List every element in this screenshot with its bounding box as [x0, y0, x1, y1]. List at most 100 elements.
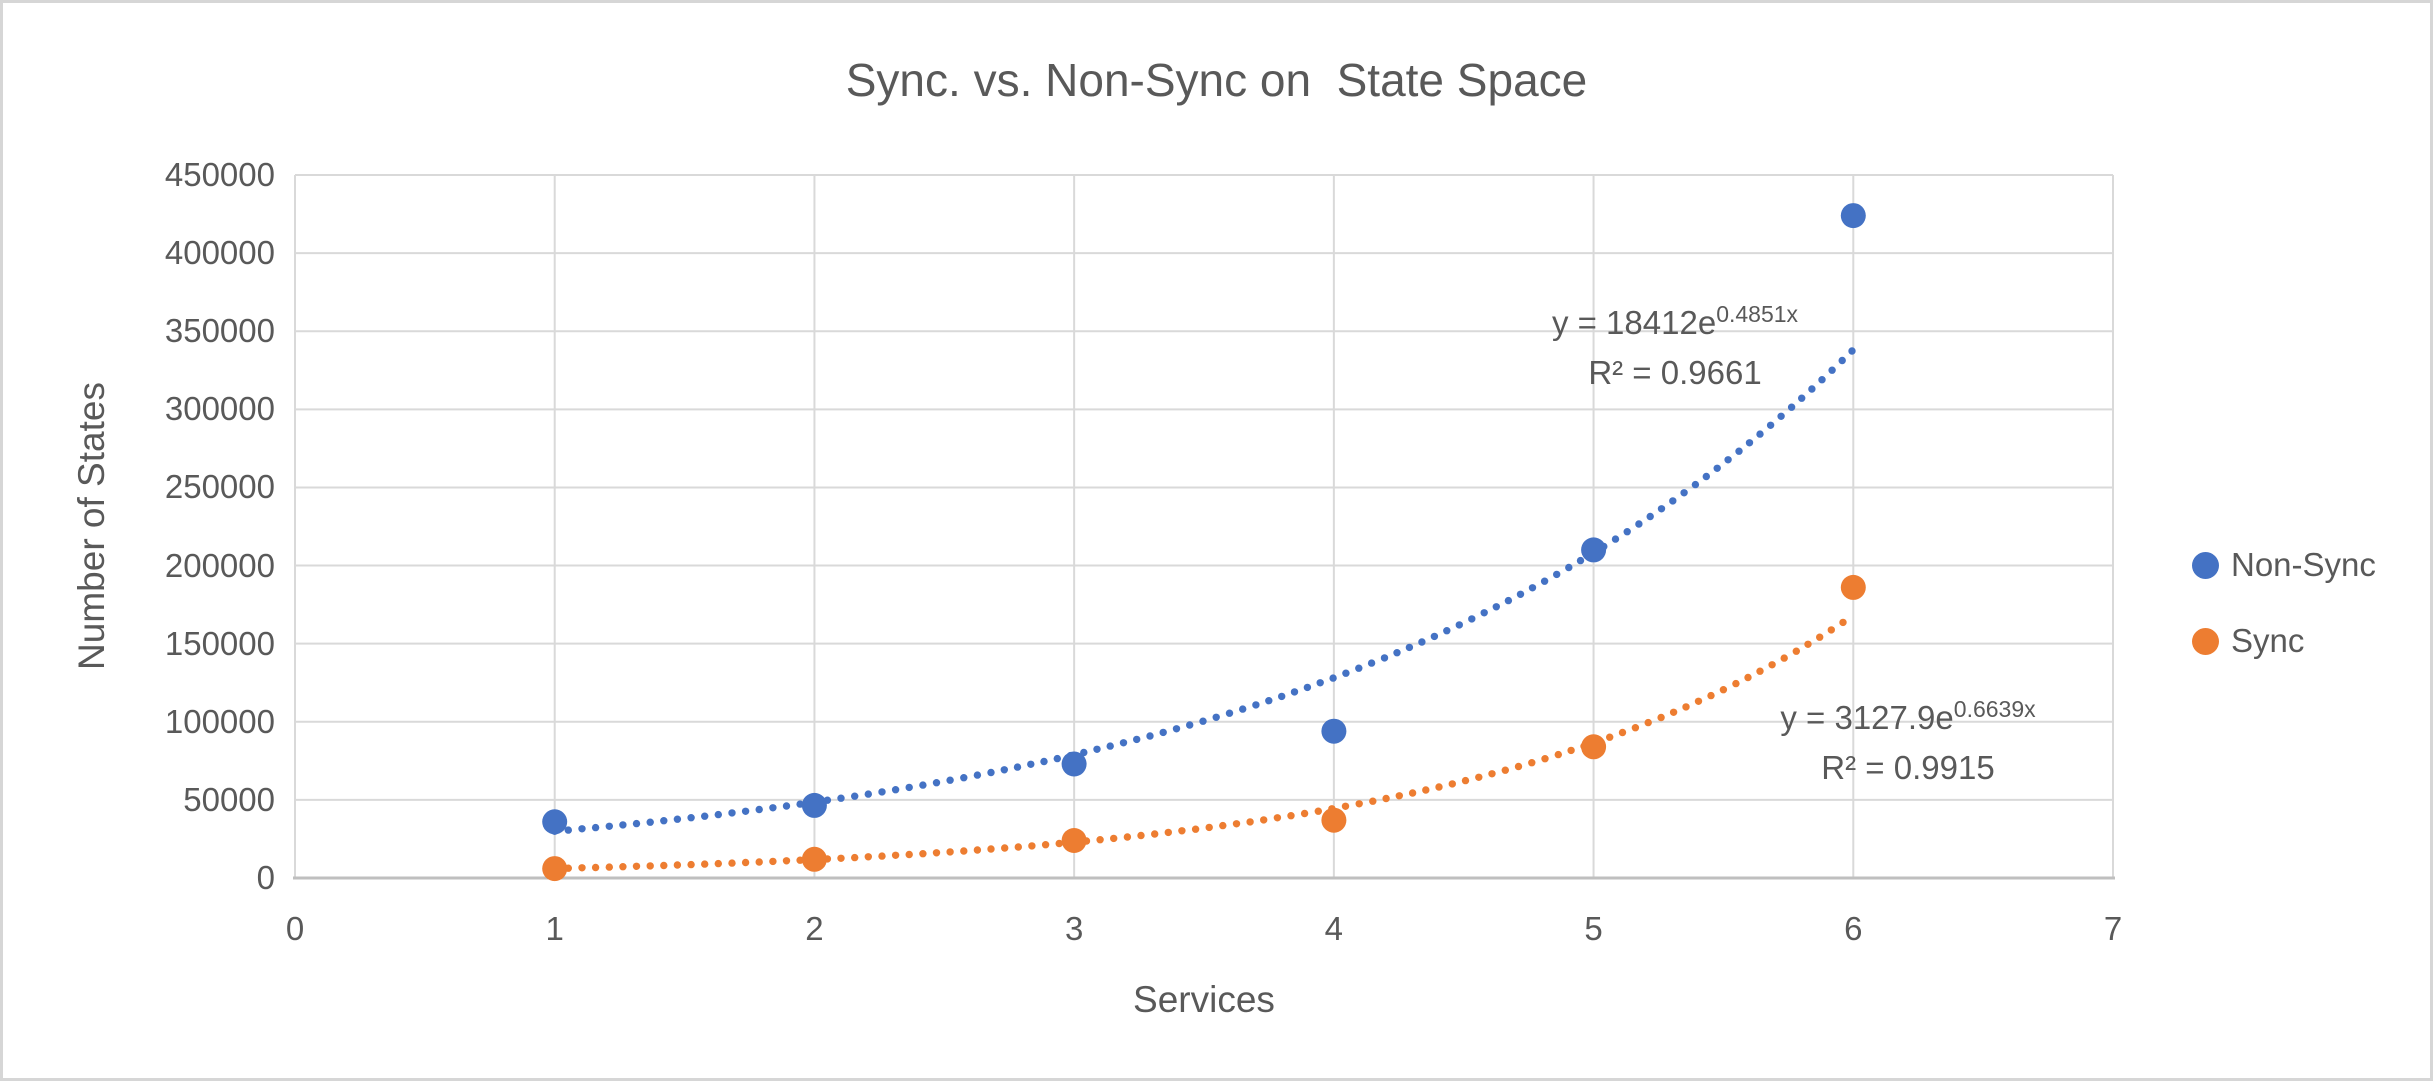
trendline-dot: [701, 860, 709, 868]
data-point-non-sync-6[interactable]: [1840, 203, 1866, 229]
trendline-dot: [1342, 669, 1350, 677]
trendline-dot: [1606, 733, 1614, 741]
trendline-dot: [1475, 773, 1483, 781]
trendline-dot: [837, 854, 845, 862]
trendline-dot: [1707, 691, 1715, 700]
y-tick-label: 100000: [164, 702, 275, 740]
trendline-dot: [1278, 692, 1286, 701]
trendline-dot: [605, 822, 613, 830]
trendline-dot: [1430, 632, 1439, 641]
trendline-dot: [1137, 831, 1145, 840]
data-point-non-sync-4[interactable]: [1321, 718, 1347, 744]
trendline-dot: [1408, 789, 1417, 797]
trendline-dot: [1093, 745, 1101, 753]
trendline-dot: [905, 850, 913, 859]
trendline-dot: [605, 863, 613, 871]
trendline-dot: [578, 825, 586, 833]
trendline-dot: [1232, 820, 1241, 828]
trendline-dot: [891, 851, 900, 859]
trendline-dot: [1480, 609, 1488, 617]
trendline-dot: [728, 809, 736, 817]
trendline-dot: [864, 853, 872, 861]
trendline-dot: [1367, 659, 1376, 667]
trendline-dot: [1290, 688, 1299, 696]
trendline-dot: [646, 818, 654, 826]
trendline-dot: [973, 771, 982, 779]
trendline-dot: [1341, 802, 1350, 810]
data-point-sync-4[interactable]: [1321, 807, 1347, 833]
trendline-dot: [1329, 674, 1337, 682]
y-tick-label: 150000: [164, 624, 275, 662]
chart-title: Sync. vs. Non-Sync on State Space: [845, 54, 1588, 106]
trendline-dot: [1000, 766, 1008, 774]
trendline-dot: [687, 860, 695, 869]
y-tick-label: 200000: [164, 546, 275, 584]
legend-label: Sync: [2231, 622, 2305, 659]
trendline-dot: [591, 863, 600, 872]
trendline-dot: [782, 802, 791, 810]
trendline-dot: [1646, 512, 1654, 521]
trendline-dot: [919, 781, 927, 789]
trendline-dot: [1635, 520, 1643, 528]
trendline-dot: [1172, 725, 1181, 733]
trendline-dot: [1669, 708, 1678, 716]
trendline-equation-non-sync: y = 18412e0.4851x R² = 0.9661: [1552, 298, 1798, 398]
x-tick-label: 6: [1844, 910, 1863, 947]
trendline-dot: [1827, 626, 1836, 634]
trendline-dot: [1219, 821, 1227, 830]
trendline-dot: [1694, 697, 1703, 705]
data-point-sync-2[interactable]: [801, 846, 827, 872]
data-point-non-sync-2[interactable]: [801, 792, 827, 818]
data-point-sync-5[interactable]: [1581, 734, 1607, 760]
trendline-dot: [1418, 638, 1426, 646]
trendline-dot: [1488, 770, 1496, 778]
x-tick-label: 4: [1324, 910, 1344, 947]
trendline-dot: [1191, 825, 1200, 833]
trendline-dot: [1355, 800, 1363, 808]
trendline-dot: [646, 862, 654, 870]
trendline-dot: [1732, 679, 1740, 688]
trendline-dot: [1657, 713, 1665, 722]
legend-item-sync[interactable]: Sync: [2192, 619, 2304, 663]
trendline-dot: [1848, 347, 1856, 355]
trendline-dot: [1199, 717, 1207, 725]
data-point-non-sync-5[interactable]: [1581, 537, 1607, 563]
data-point-sync-3[interactable]: [1061, 828, 1087, 853]
trendline-dot: [1804, 640, 1812, 648]
trendline-dot: [728, 859, 736, 867]
data-point-sync-6[interactable]: [1840, 574, 1866, 600]
trendline-dot: [1644, 718, 1652, 727]
trendline-dot: [632, 862, 641, 870]
trendline-dot: [987, 768, 995, 777]
trendline-dot: [578, 864, 586, 872]
trendline-dot: [1001, 844, 1009, 852]
trendline-dot: [1528, 584, 1537, 592]
trendline-dot: [1393, 649, 1401, 657]
trendline-dot: [1164, 828, 1173, 837]
trendline-dot: [1514, 762, 1523, 771]
data-point-sync-1[interactable]: [542, 856, 568, 882]
x-axis-title: Services: [1133, 979, 1275, 1020]
trendline-dot: [1528, 759, 1536, 767]
trendline-dot: [1355, 664, 1363, 672]
y-tick-label: 0: [256, 859, 275, 896]
trendline-dot: [1818, 376, 1826, 384]
trendline-dot: [1252, 701, 1260, 709]
trendline-dot: [1314, 807, 1323, 815]
data-point-non-sync-3[interactable]: [1061, 751, 1087, 777]
trendline-dot: [960, 774, 968, 782]
trendline-dot: [1756, 667, 1764, 675]
trendline-dot: [1780, 654, 1788, 662]
y-tick-label: 450000: [164, 156, 275, 193]
x-tick-label: 1: [545, 910, 564, 947]
legend-item-non-sync[interactable]: Non-Sync: [2192, 543, 2376, 587]
x-tick-label: 2: [805, 910, 824, 947]
x-tick-label: 5: [1584, 910, 1603, 947]
trendline-dot: [1448, 780, 1457, 788]
trendline-dot: [673, 815, 682, 823]
data-point-non-sync-1[interactable]: [542, 809, 568, 835]
trendline-dot: [1178, 827, 1186, 835]
trendline-dot: [1028, 842, 1036, 850]
trendline-dot: [1682, 703, 1690, 711]
series-non-sync: [542, 203, 1866, 835]
